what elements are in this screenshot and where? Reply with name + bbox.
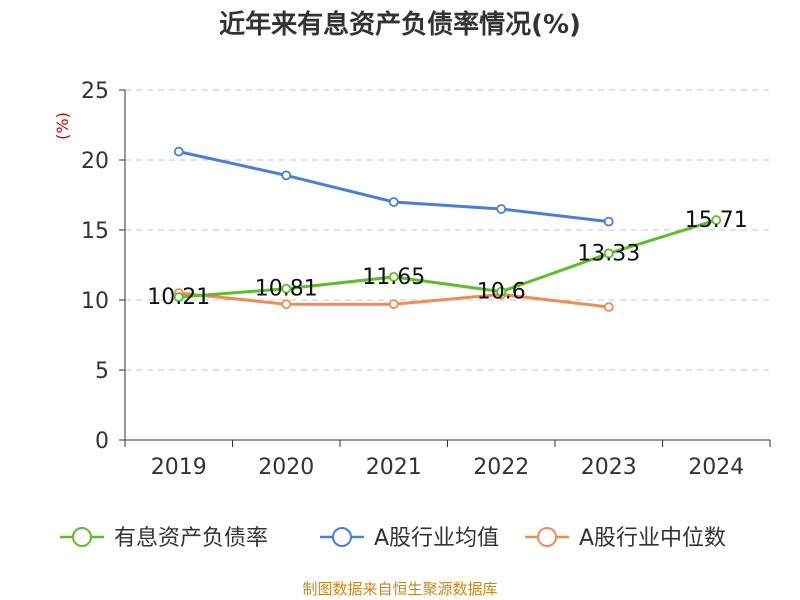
x-tick-label: 2024 <box>688 455 744 480</box>
data-label: 10.21 <box>147 285 210 310</box>
x-tick-label: 2021 <box>366 455 422 480</box>
y-axis-unit: (%) <box>53 112 72 140</box>
y-tick-label: 0 <box>95 429 109 454</box>
data-point <box>603 248 614 259</box>
y-tick-label: 15 <box>81 219 109 244</box>
data-label: 10.6 <box>477 280 526 305</box>
data-label: 15.71 <box>685 208 748 233</box>
data-point <box>173 292 184 302</box>
legend-marker <box>72 527 92 547</box>
y-tick-label: 10 <box>81 289 109 314</box>
x-tick-label: 2020 <box>258 455 314 480</box>
axes: 0 5 10 15 20 25 2019 2020 2021 2022 2023 2024 <box>81 79 771 480</box>
data-point <box>496 286 507 297</box>
x-tick-label: 2023 <box>581 455 637 480</box>
legend-marker <box>537 527 557 547</box>
series-group <box>173 146 722 312</box>
legend: 有息资产负债率 A股行业均值 A股行业中位数 <box>60 526 726 551</box>
data-label: 10.81 <box>255 277 318 302</box>
series-line <box>178 218 717 299</box>
x-tick-label: 2019 <box>151 455 207 480</box>
data-point <box>281 170 292 181</box>
x-tick-label: 2022 <box>473 455 529 480</box>
y-tick-label: 20 <box>81 149 109 174</box>
data-point <box>281 299 292 310</box>
y-tick-label: 25 <box>81 79 109 104</box>
data-labels: 10.21 10.81 11.65 10.6 13.33 15.71 <box>147 208 747 310</box>
legend-label: A股行业中位数 <box>579 526 726 551</box>
legend-label: 有息资产负债率 <box>114 526 268 551</box>
data-point <box>388 197 399 207</box>
data-point <box>603 302 614 312</box>
data-point <box>603 216 614 227</box>
data-point <box>281 283 292 294</box>
legend-label: A股行业均值 <box>374 526 499 551</box>
data-point <box>388 271 399 282</box>
y-tick-label: 5 <box>95 359 109 384</box>
source-note: 制图数据来自恒生聚源数据库 <box>302 580 497 598</box>
data-label: 13.33 <box>577 241 640 266</box>
series-line <box>178 150 609 224</box>
data-point <box>388 299 399 310</box>
data-point <box>496 204 507 214</box>
legend-marker <box>332 527 352 547</box>
data-label: 11.65 <box>362 265 425 290</box>
data-point <box>173 146 184 157</box>
gridlines <box>125 89 770 371</box>
chart-title: 近年来有息资产负债率情况(%) <box>219 9 581 40</box>
data-point <box>711 215 722 225</box>
